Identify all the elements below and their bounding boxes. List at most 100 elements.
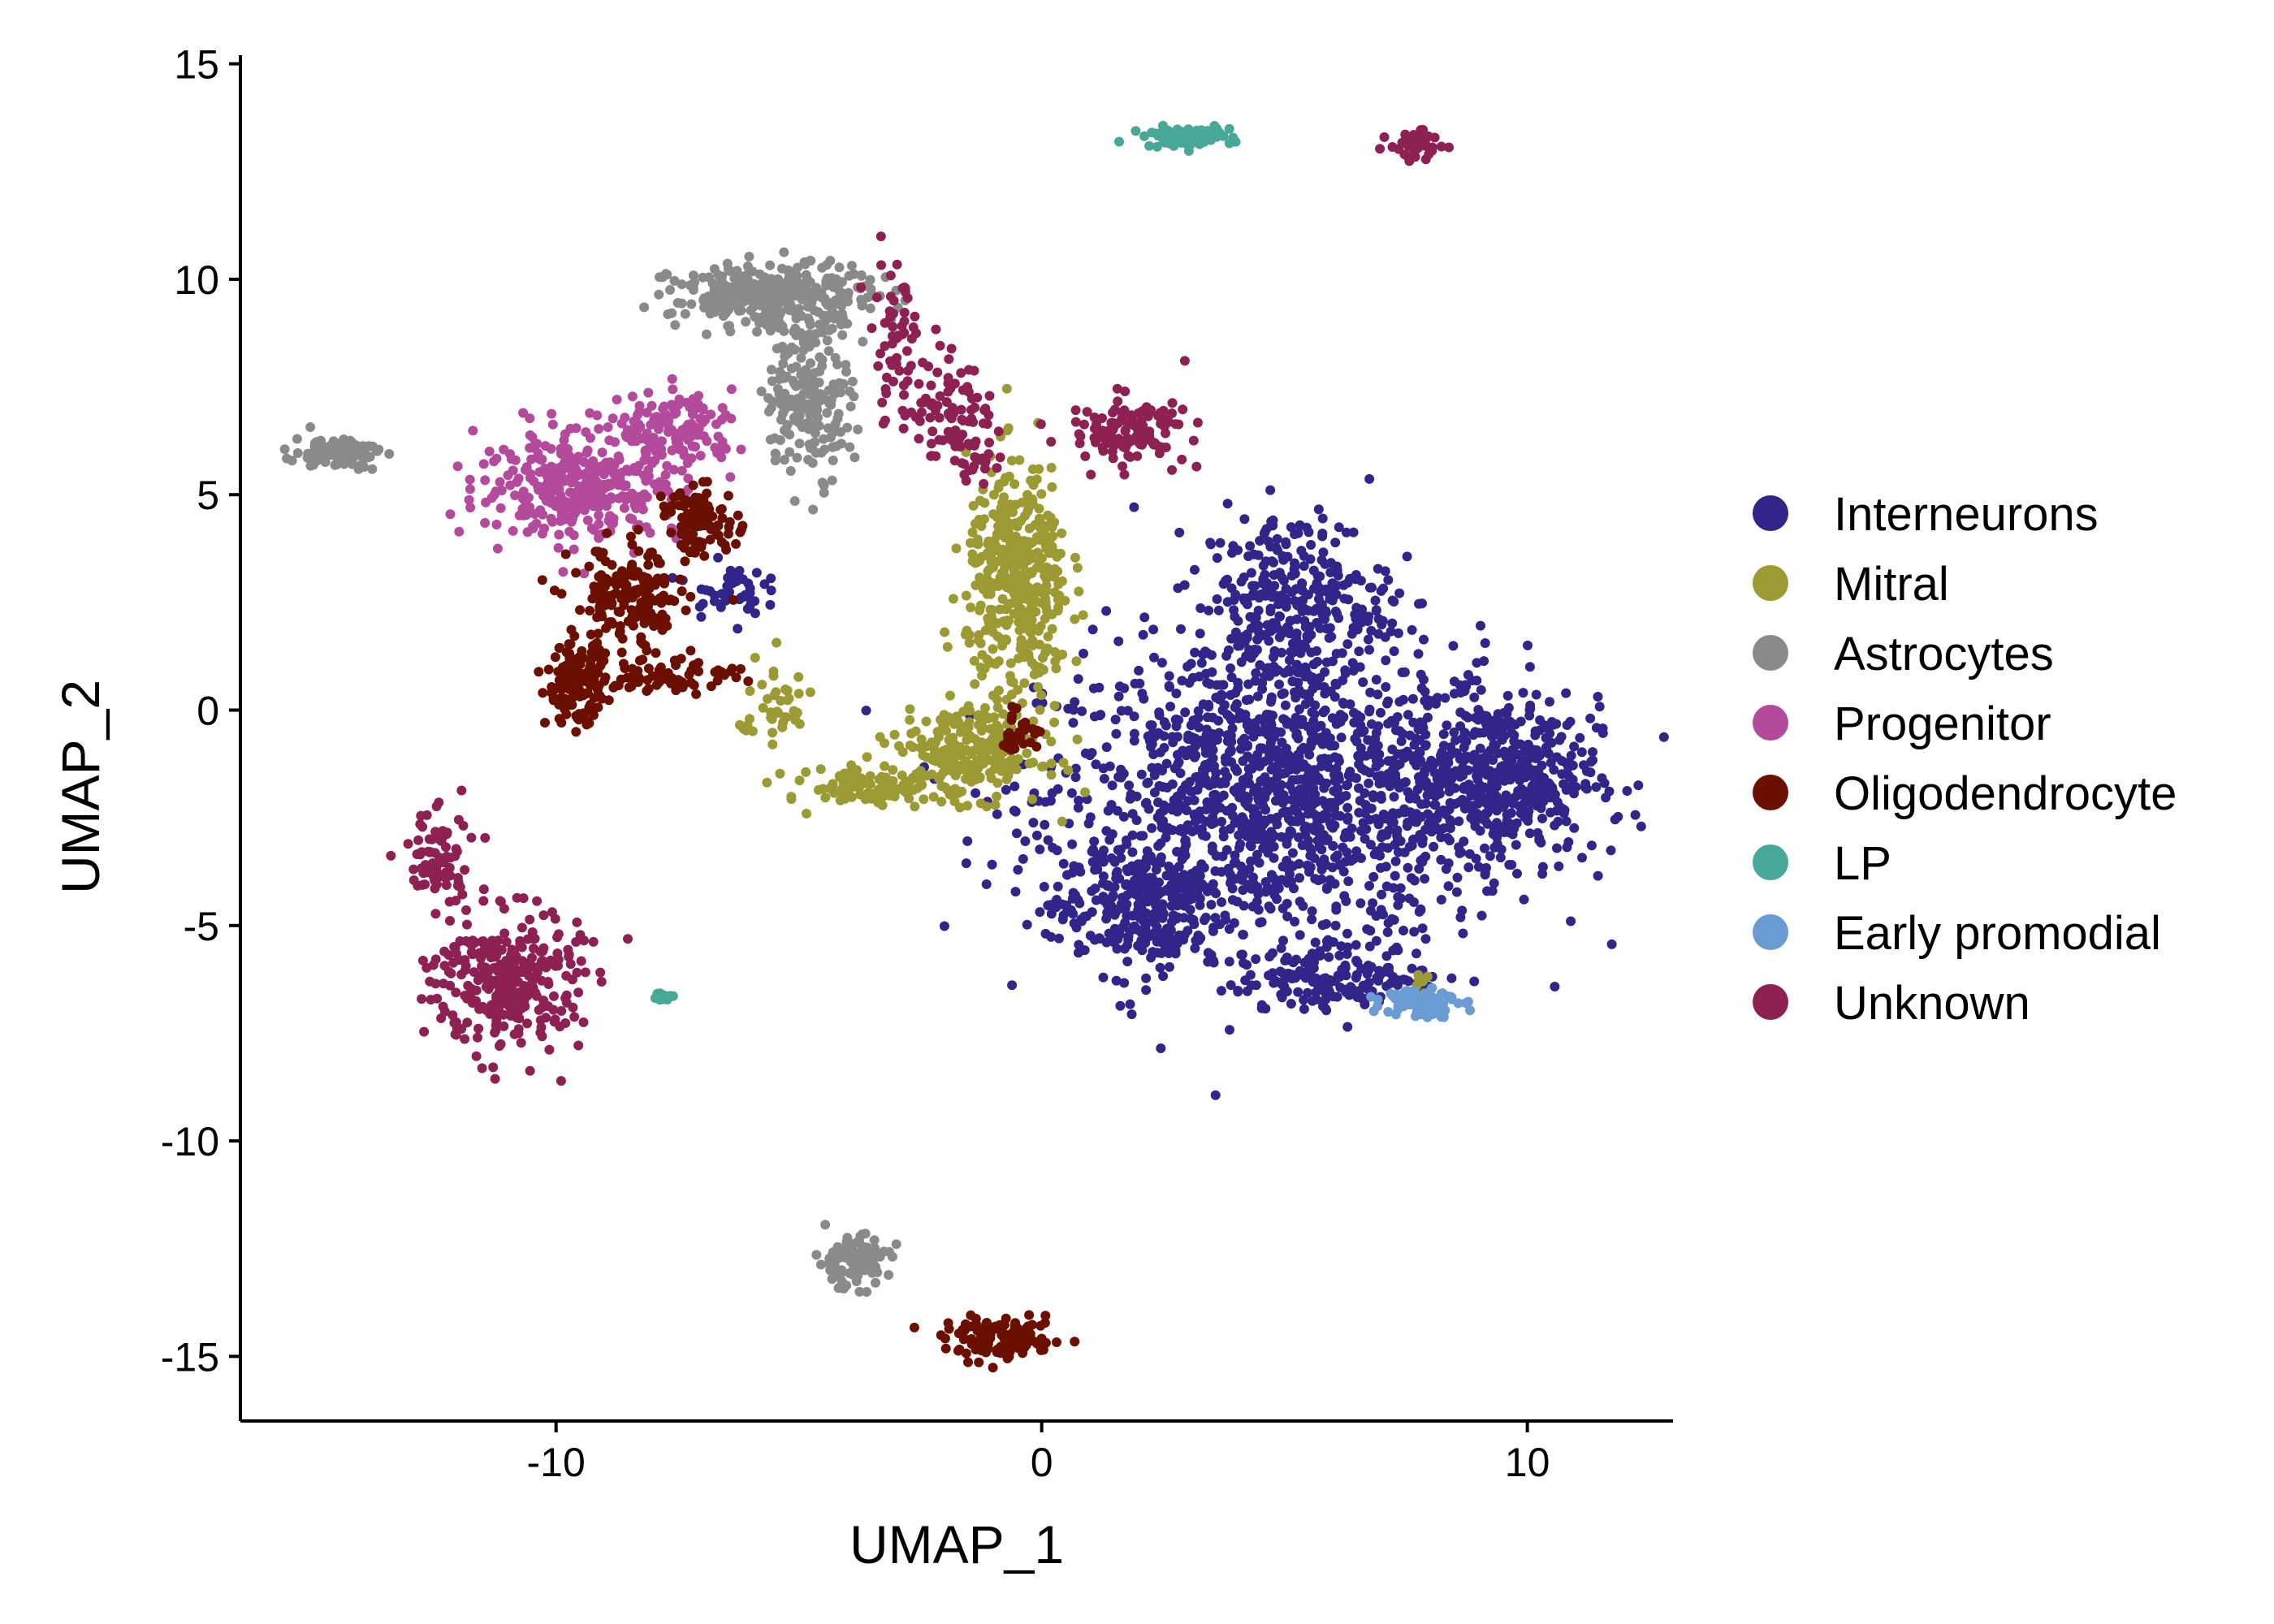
data-point — [1383, 918, 1394, 928]
data-point — [736, 444, 746, 455]
data-point — [688, 480, 698, 490]
data-point — [799, 257, 810, 267]
data-point — [1409, 756, 1419, 767]
data-point — [1266, 870, 1277, 880]
data-point — [1171, 689, 1182, 698]
data-point — [1218, 831, 1229, 842]
data-point — [1278, 555, 1289, 565]
data-point — [1406, 808, 1416, 818]
data-point — [1185, 786, 1195, 797]
data-point — [642, 646, 652, 656]
data-point — [540, 718, 550, 728]
data-point — [1324, 952, 1334, 962]
data-point — [1211, 693, 1221, 702]
data-point — [663, 309, 673, 319]
data-point — [1304, 843, 1315, 853]
data-point — [1025, 554, 1035, 564]
data-point — [832, 441, 841, 451]
data-point — [1407, 693, 1418, 704]
data-point — [1316, 754, 1326, 764]
data-point — [791, 361, 802, 372]
data-point — [1342, 1021, 1353, 1032]
data-point — [1023, 651, 1034, 662]
data-point — [703, 300, 713, 310]
data-point — [744, 252, 754, 261]
data-point — [576, 651, 586, 662]
data-point — [775, 435, 785, 445]
data-point — [798, 389, 809, 400]
data-point — [1043, 566, 1053, 576]
data-point — [822, 335, 832, 346]
data-point — [1173, 583, 1183, 594]
data-point — [1356, 826, 1366, 836]
data-point — [1501, 790, 1511, 801]
data-point — [1559, 805, 1570, 815]
data-point — [1276, 647, 1286, 658]
data-point — [1310, 937, 1321, 948]
data-point — [767, 376, 777, 387]
data-point — [1001, 784, 1011, 795]
data-point — [582, 515, 593, 525]
data-point — [1321, 657, 1332, 667]
data-point — [815, 395, 825, 406]
data-point — [643, 559, 654, 570]
data-point — [1164, 942, 1174, 952]
data-point — [1014, 617, 1024, 627]
data-point — [1307, 914, 1317, 925]
data-point — [1593, 692, 1603, 702]
data-point — [1278, 797, 1288, 808]
data-point — [518, 408, 529, 418]
data-point — [698, 598, 708, 609]
data-point — [1390, 762, 1399, 773]
data-point — [1241, 651, 1252, 662]
data-point — [841, 360, 851, 370]
data-point — [1391, 942, 1402, 952]
data-point — [1511, 840, 1521, 850]
data-point — [1191, 750, 1201, 761]
data-point — [1047, 482, 1057, 492]
data-point — [655, 593, 665, 603]
data-point — [1303, 721, 1313, 732]
data-point — [1459, 836, 1469, 847]
data-point — [728, 594, 738, 605]
data-point — [670, 320, 681, 330]
data-point — [1265, 603, 1276, 614]
data-point — [1234, 713, 1243, 723]
data-point — [841, 1250, 851, 1260]
data-point — [905, 715, 915, 725]
data-point — [535, 505, 546, 516]
data-point — [722, 581, 733, 591]
data-point — [1147, 720, 1157, 731]
data-point — [1527, 792, 1537, 802]
data-point — [877, 778, 888, 788]
data-point — [1411, 793, 1421, 804]
data-point — [1070, 552, 1080, 563]
data-point — [889, 729, 900, 740]
data-point — [1286, 522, 1296, 533]
data-point — [1387, 618, 1398, 628]
data-point — [1565, 772, 1576, 783]
data-point — [1182, 662, 1193, 672]
data-point — [1033, 682, 1044, 692]
data-point — [1024, 758, 1035, 769]
data-point — [710, 288, 720, 299]
data-point — [825, 1265, 836, 1276]
data-point — [1341, 827, 1351, 838]
data-point — [1351, 603, 1362, 613]
data-point — [745, 601, 755, 611]
data-point — [856, 773, 867, 784]
data-point — [1247, 581, 1257, 591]
data-point — [1402, 551, 1412, 562]
data-point — [768, 666, 779, 676]
data-point — [1207, 667, 1217, 677]
data-point — [1321, 608, 1331, 618]
data-point — [1183, 875, 1194, 885]
data-point — [452, 461, 463, 472]
data-point — [1325, 623, 1335, 633]
data-point — [1073, 674, 1083, 685]
data-point — [971, 580, 981, 590]
data-point — [1312, 994, 1322, 1004]
data-point — [1189, 919, 1200, 930]
data-point — [1594, 702, 1605, 712]
data-point — [1272, 819, 1282, 830]
